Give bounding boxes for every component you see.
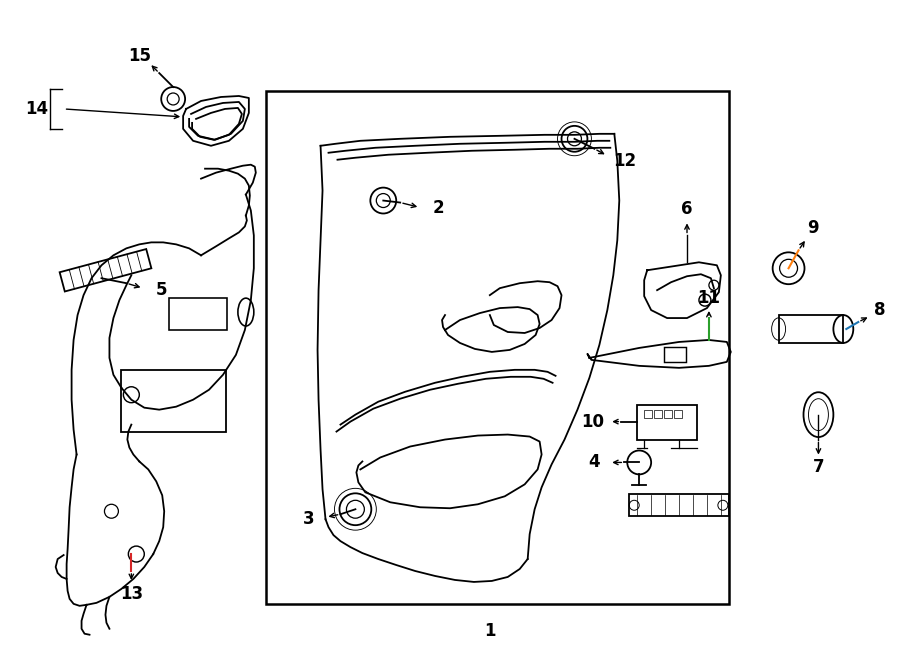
Text: 11: 11 [698, 289, 720, 307]
Bar [778, 315, 843, 343]
Text: 13: 13 [120, 585, 143, 603]
Bar [629, 494, 729, 516]
Bar [169, 298, 227, 330]
Bar [664, 347, 686, 362]
Bar [266, 91, 729, 604]
Bar [122, 370, 226, 432]
Bar [59, 249, 151, 292]
Text: 10: 10 [580, 412, 604, 430]
Text: 7: 7 [813, 459, 824, 477]
Text: 6: 6 [681, 200, 693, 217]
Text: 14: 14 [25, 100, 49, 118]
Text: 4: 4 [589, 453, 600, 471]
Text: 3: 3 [302, 510, 314, 528]
Text: 5: 5 [156, 281, 167, 299]
Bar [664, 410, 672, 418]
Text: 12: 12 [613, 152, 635, 170]
Text: 9: 9 [806, 219, 818, 237]
Text: 1: 1 [484, 622, 496, 640]
Text: 8: 8 [875, 301, 886, 319]
Bar [654, 410, 662, 418]
Text: 2: 2 [432, 198, 444, 217]
Bar [637, 405, 697, 440]
Bar [674, 410, 682, 418]
Text: 15: 15 [128, 47, 151, 65]
Bar [644, 410, 652, 418]
